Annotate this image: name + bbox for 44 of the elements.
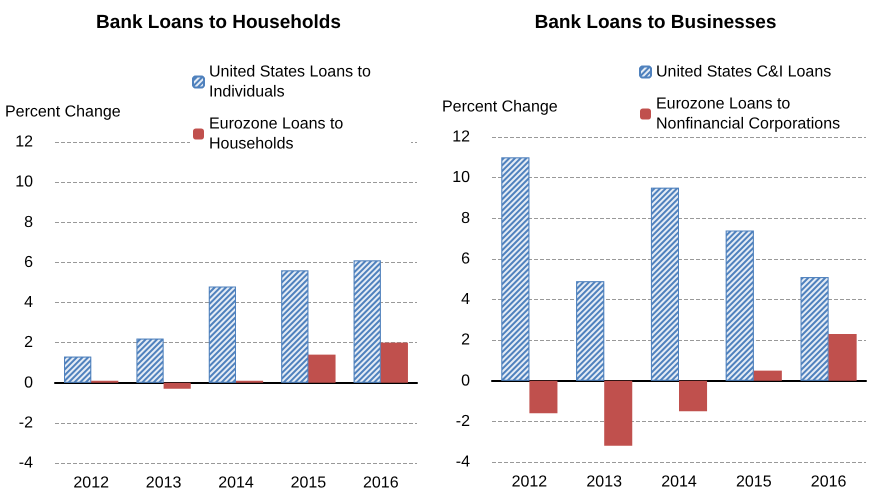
y-axis-title: Percent Change (442, 98, 558, 116)
y-tick-label: 2 (461, 332, 470, 349)
bar (529, 380, 558, 414)
legend-label: Eurozone Loans to Nonfinancial Corporations (656, 96, 840, 132)
x-tick-label: 2012 (73, 474, 110, 492)
bar (380, 342, 408, 383)
x-tick-label: 2015 (290, 474, 326, 492)
y-tick-label: 0 (24, 374, 34, 392)
bar (604, 380, 632, 446)
y-tick-label: 8 (24, 214, 34, 231)
y-tick-label: 4 (461, 291, 470, 308)
bar (754, 370, 782, 381)
x-tick-label: 2012 (512, 474, 548, 490)
legend-label: United States C&I Loans (656, 64, 832, 80)
x-tick-label: 2016 (363, 474, 399, 492)
y-tick-label: 6 (461, 250, 470, 268)
x-tick-label: 2014 (218, 474, 254, 492)
x-tick-label: 2016 (810, 474, 846, 490)
y-tick-label: 12 (15, 134, 34, 150)
y-tick-label: -2 (18, 414, 34, 432)
y-tick-label: 4 (24, 294, 34, 311)
y-axis-title: Percent Change (5, 104, 121, 120)
y-tick-label: -2 (456, 412, 470, 430)
y-tick-label: -4 (456, 454, 470, 470)
x-tick-label: 2013 (146, 474, 182, 492)
x-tick-label: 2015 (736, 474, 772, 490)
y-tick-label: 2 (24, 334, 34, 352)
y-tick-label: 8 (461, 210, 470, 227)
bar (828, 334, 857, 381)
y-tick-label: 6 (24, 254, 34, 271)
x-tick-label: 2013 (586, 474, 622, 490)
bar (164, 382, 191, 389)
legend-label: Eurozone Loans to Households (209, 116, 348, 152)
y-tick-label: -4 (18, 454, 34, 472)
y-tick-label: 10 (452, 169, 470, 186)
chart-title: Bank Loans to Households (96, 12, 341, 33)
y-tick-label: 12 (452, 128, 470, 146)
legend-label: United States Loans to Individuals (209, 64, 376, 100)
x-tick-label: 2014 (661, 474, 697, 490)
chart-title: Bank Loans to Businesses (534, 12, 776, 33)
bar (308, 354, 336, 383)
bar (679, 380, 708, 412)
y-tick-label: 0 (461, 372, 470, 390)
y-tick-label: 10 (15, 174, 34, 191)
